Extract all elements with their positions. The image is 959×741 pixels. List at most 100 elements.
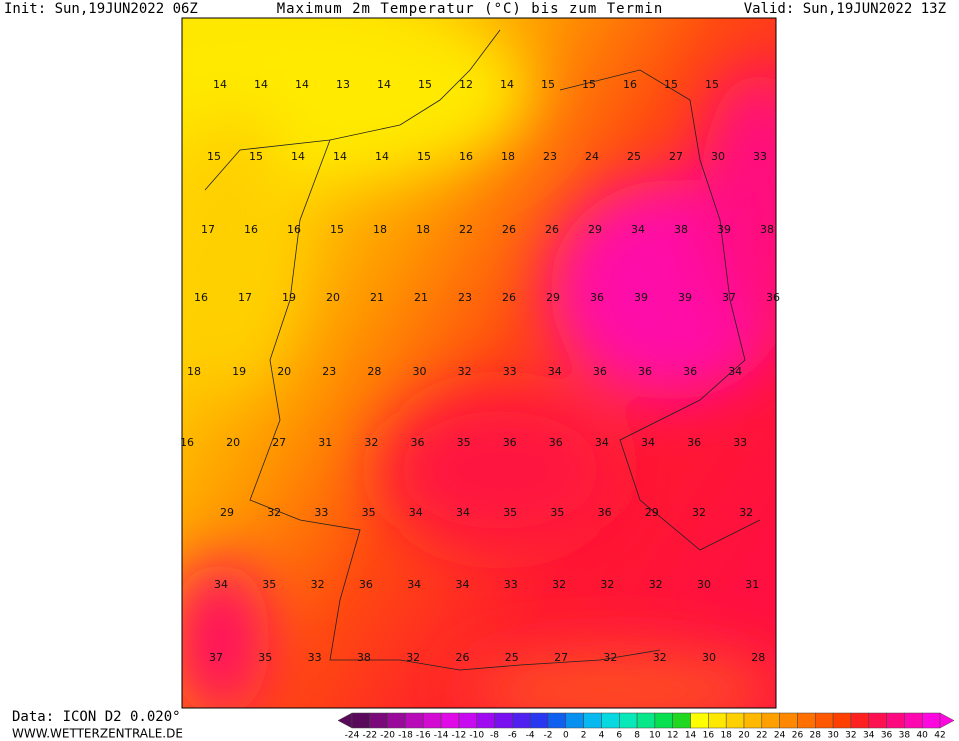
temperature-label: 33	[308, 651, 322, 664]
temperature-label: 26	[456, 651, 470, 664]
temperature-label: 14	[377, 78, 391, 91]
temperature-label: 14	[333, 150, 347, 163]
colorbar-swatch	[369, 712, 388, 729]
temperature-label: 15	[249, 150, 263, 163]
colorbar-label: 38	[899, 731, 911, 741]
colorbar-label: -18	[398, 731, 413, 741]
colorbar-swatch	[832, 712, 852, 729]
temperature-label: 15	[664, 78, 678, 91]
temperature-label: 36	[590, 291, 604, 304]
colorbar-end	[939, 712, 955, 729]
colorbar-label: 8	[634, 731, 640, 741]
temperature-label: 34	[456, 506, 470, 519]
temperature-label: 14	[254, 78, 268, 91]
colorbar-swatch	[725, 712, 745, 729]
temperature-label: 27	[669, 150, 683, 163]
temperature-label: 32	[364, 436, 378, 449]
temperature-label: 34	[409, 506, 423, 519]
colorbar-swatch	[797, 712, 816, 729]
colorbar-swatch	[654, 712, 673, 729]
temperature-label: 32	[603, 651, 617, 664]
temperature-label: 36	[638, 365, 652, 378]
temperature-label: 17	[238, 291, 252, 304]
temperature-label: 16	[623, 78, 637, 91]
temperature-label: 36	[683, 365, 697, 378]
colorbar-label: 14	[685, 731, 697, 741]
temperature-label: 26	[502, 291, 516, 304]
colorbar-swatch	[423, 712, 442, 729]
temperature-label: 25	[505, 651, 519, 664]
colorbar-swatch	[494, 712, 513, 729]
temperature-label: 34	[631, 223, 645, 236]
temperature-label: 18	[187, 365, 201, 378]
colorbar-swatch	[636, 712, 656, 729]
website: WWW.WETTERZENTRALE.DE	[12, 727, 183, 741]
temperature-label: 34	[456, 578, 470, 591]
colorbar-label: -20	[380, 731, 395, 741]
temperature-label: 14	[500, 78, 514, 91]
temperature-label: 16	[180, 436, 194, 449]
colorbar-label: -16	[416, 731, 431, 741]
colorbar-swatch	[387, 712, 406, 729]
colorbar-swatch	[458, 712, 477, 729]
temperature-label: 37	[722, 291, 736, 304]
colorbar-label: 24	[774, 731, 786, 741]
temperature-label: 14	[213, 78, 227, 91]
temperature-label: 20	[277, 365, 291, 378]
temperature-label: 32	[739, 506, 753, 519]
temperature-label: 36	[503, 436, 517, 449]
temperature-label: 36	[359, 578, 373, 591]
colorbar-label: -24	[345, 731, 360, 741]
colorbar-swatch	[440, 712, 460, 729]
colorbar-label: 18	[720, 731, 732, 741]
temperature-label: 32	[649, 578, 663, 591]
temperature-label: 30	[697, 578, 711, 591]
colorbar-swatch	[672, 712, 691, 729]
colorbar-label: 20	[738, 731, 750, 741]
temperature-label: 14	[295, 78, 309, 91]
temperature-label: 29	[220, 506, 234, 519]
temperature-label: 15	[418, 78, 432, 91]
colorbar-end	[337, 712, 353, 729]
colorbar-label: 28	[810, 731, 822, 741]
colorbar-swatch	[619, 712, 638, 729]
valid-time: Valid: Sun,19JUN2022 13Z	[744, 1, 946, 17]
temperature-label: 14	[375, 150, 389, 163]
colorbar-label: -22	[362, 731, 377, 741]
colorbar-swatch	[547, 712, 567, 729]
colorbar-label: 26	[792, 731, 804, 741]
temperature-label: 15	[207, 150, 221, 163]
temperature-label: 19	[232, 365, 246, 378]
colorbar-label: -2	[544, 731, 553, 741]
temperature-label: 32	[267, 506, 281, 519]
temperature-label: 36	[598, 506, 612, 519]
colorbar-swatch	[779, 712, 798, 729]
temperature-label: 14	[291, 150, 305, 163]
temperature-label: 30	[711, 150, 725, 163]
temperature-label: 34	[595, 436, 609, 449]
temperature-label: 12	[459, 78, 473, 91]
temperature-label: 16	[459, 150, 473, 163]
colorbar-label: 4	[599, 731, 605, 741]
temperature-label: 35	[262, 578, 276, 591]
colorbar-label: 22	[756, 731, 767, 741]
colorbar-label: 2	[581, 731, 587, 741]
colorbar-swatch	[761, 712, 780, 729]
temperature-label: 30	[702, 651, 716, 664]
colorbar-label: 10	[649, 731, 661, 741]
temperature-label: 32	[692, 506, 706, 519]
colorbar-label: 34	[863, 731, 875, 741]
colorbar-label: 32	[845, 731, 856, 741]
colorbar-label: 42	[934, 731, 945, 741]
temperature-label: 23	[458, 291, 472, 304]
temperature-label: 25	[627, 150, 641, 163]
temperature-label: 29	[588, 223, 602, 236]
colorbar-swatch	[886, 712, 905, 729]
temperature-label: 16	[194, 291, 208, 304]
temperature-label: 18	[416, 223, 430, 236]
temperature-label: 31	[318, 436, 332, 449]
temperature-label: 18	[501, 150, 515, 163]
temperature-label: 34	[548, 365, 562, 378]
temperature-label: 36	[411, 436, 425, 449]
colorbar-swatch	[743, 712, 763, 729]
